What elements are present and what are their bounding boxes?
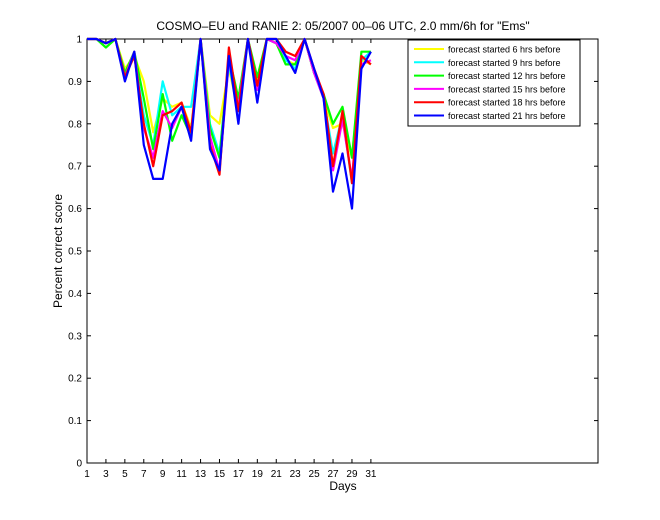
- x-tick-label: 5: [122, 469, 128, 480]
- x-tick-label: 23: [290, 469, 302, 480]
- x-tick-label: 29: [346, 469, 358, 480]
- y-tick-label: 1: [76, 35, 82, 46]
- legend-box: [407, 39, 581, 127]
- x-tick-label: 11: [176, 469, 187, 480]
- y-tick-label: 0.6: [68, 204, 82, 215]
- x-tick-label: 21: [271, 469, 283, 480]
- y-tick-label: 0.1: [68, 416, 82, 427]
- legend-label-6: forecast started 21 hrs before: [448, 111, 566, 121]
- legend: forecast started 6 hrs before forecast st…: [407, 39, 581, 127]
- y-tick-label: 0.2: [68, 374, 82, 385]
- x-tick-label: 1: [84, 469, 90, 480]
- legend-label-4: forecast started 15 hrs before: [448, 84, 566, 94]
- series-line-6: [87, 37, 372, 210]
- y-tick-label: 0.4: [68, 289, 82, 300]
- y-tick-label: 0.8: [68, 119, 82, 130]
- x-tick-label: 3: [103, 469, 109, 480]
- y-tick-label: 0.3: [68, 331, 82, 342]
- legend-label-3: forecast started 12 hrs before: [448, 71, 566, 81]
- x-tick-label: 27: [327, 469, 339, 480]
- x-tick-label: 13: [195, 469, 207, 480]
- legend-label-5: forecast started 18 hrs before: [448, 98, 566, 108]
- y-tick-label: 0.5: [68, 247, 82, 258]
- chart-title: COSMO–EU and RANIE 2: 05/2007 00–06 UTC,…: [156, 19, 529, 33]
- x-tick-label: 9: [160, 469, 166, 480]
- y-tick-label: 0.9: [68, 77, 82, 88]
- series-lines: [87, 37, 372, 210]
- y-axis-ticks: 0 0.1 0.2 0.3 0.4 0.5 0.6 0.7 0.8 0.9 1: [68, 35, 598, 470]
- y-tick-label: 0: [76, 459, 82, 470]
- y-tick-label: 0.7: [68, 162, 82, 173]
- x-axis-label: Days: [329, 479, 356, 493]
- x-tick-label: 19: [252, 469, 264, 480]
- x-tick-label: 15: [214, 469, 226, 480]
- legend-label-1: forecast started 6 hrs before: [448, 45, 561, 55]
- legend-label-2: forecast started 9 hrs before: [448, 58, 561, 68]
- y-axis-label: Percent correct score: [51, 194, 65, 308]
- x-tick-label: 17: [233, 469, 245, 480]
- x-tick-label: 31: [365, 469, 377, 480]
- x-tick-label: 25: [309, 469, 321, 480]
- x-tick-label: 7: [141, 469, 147, 480]
